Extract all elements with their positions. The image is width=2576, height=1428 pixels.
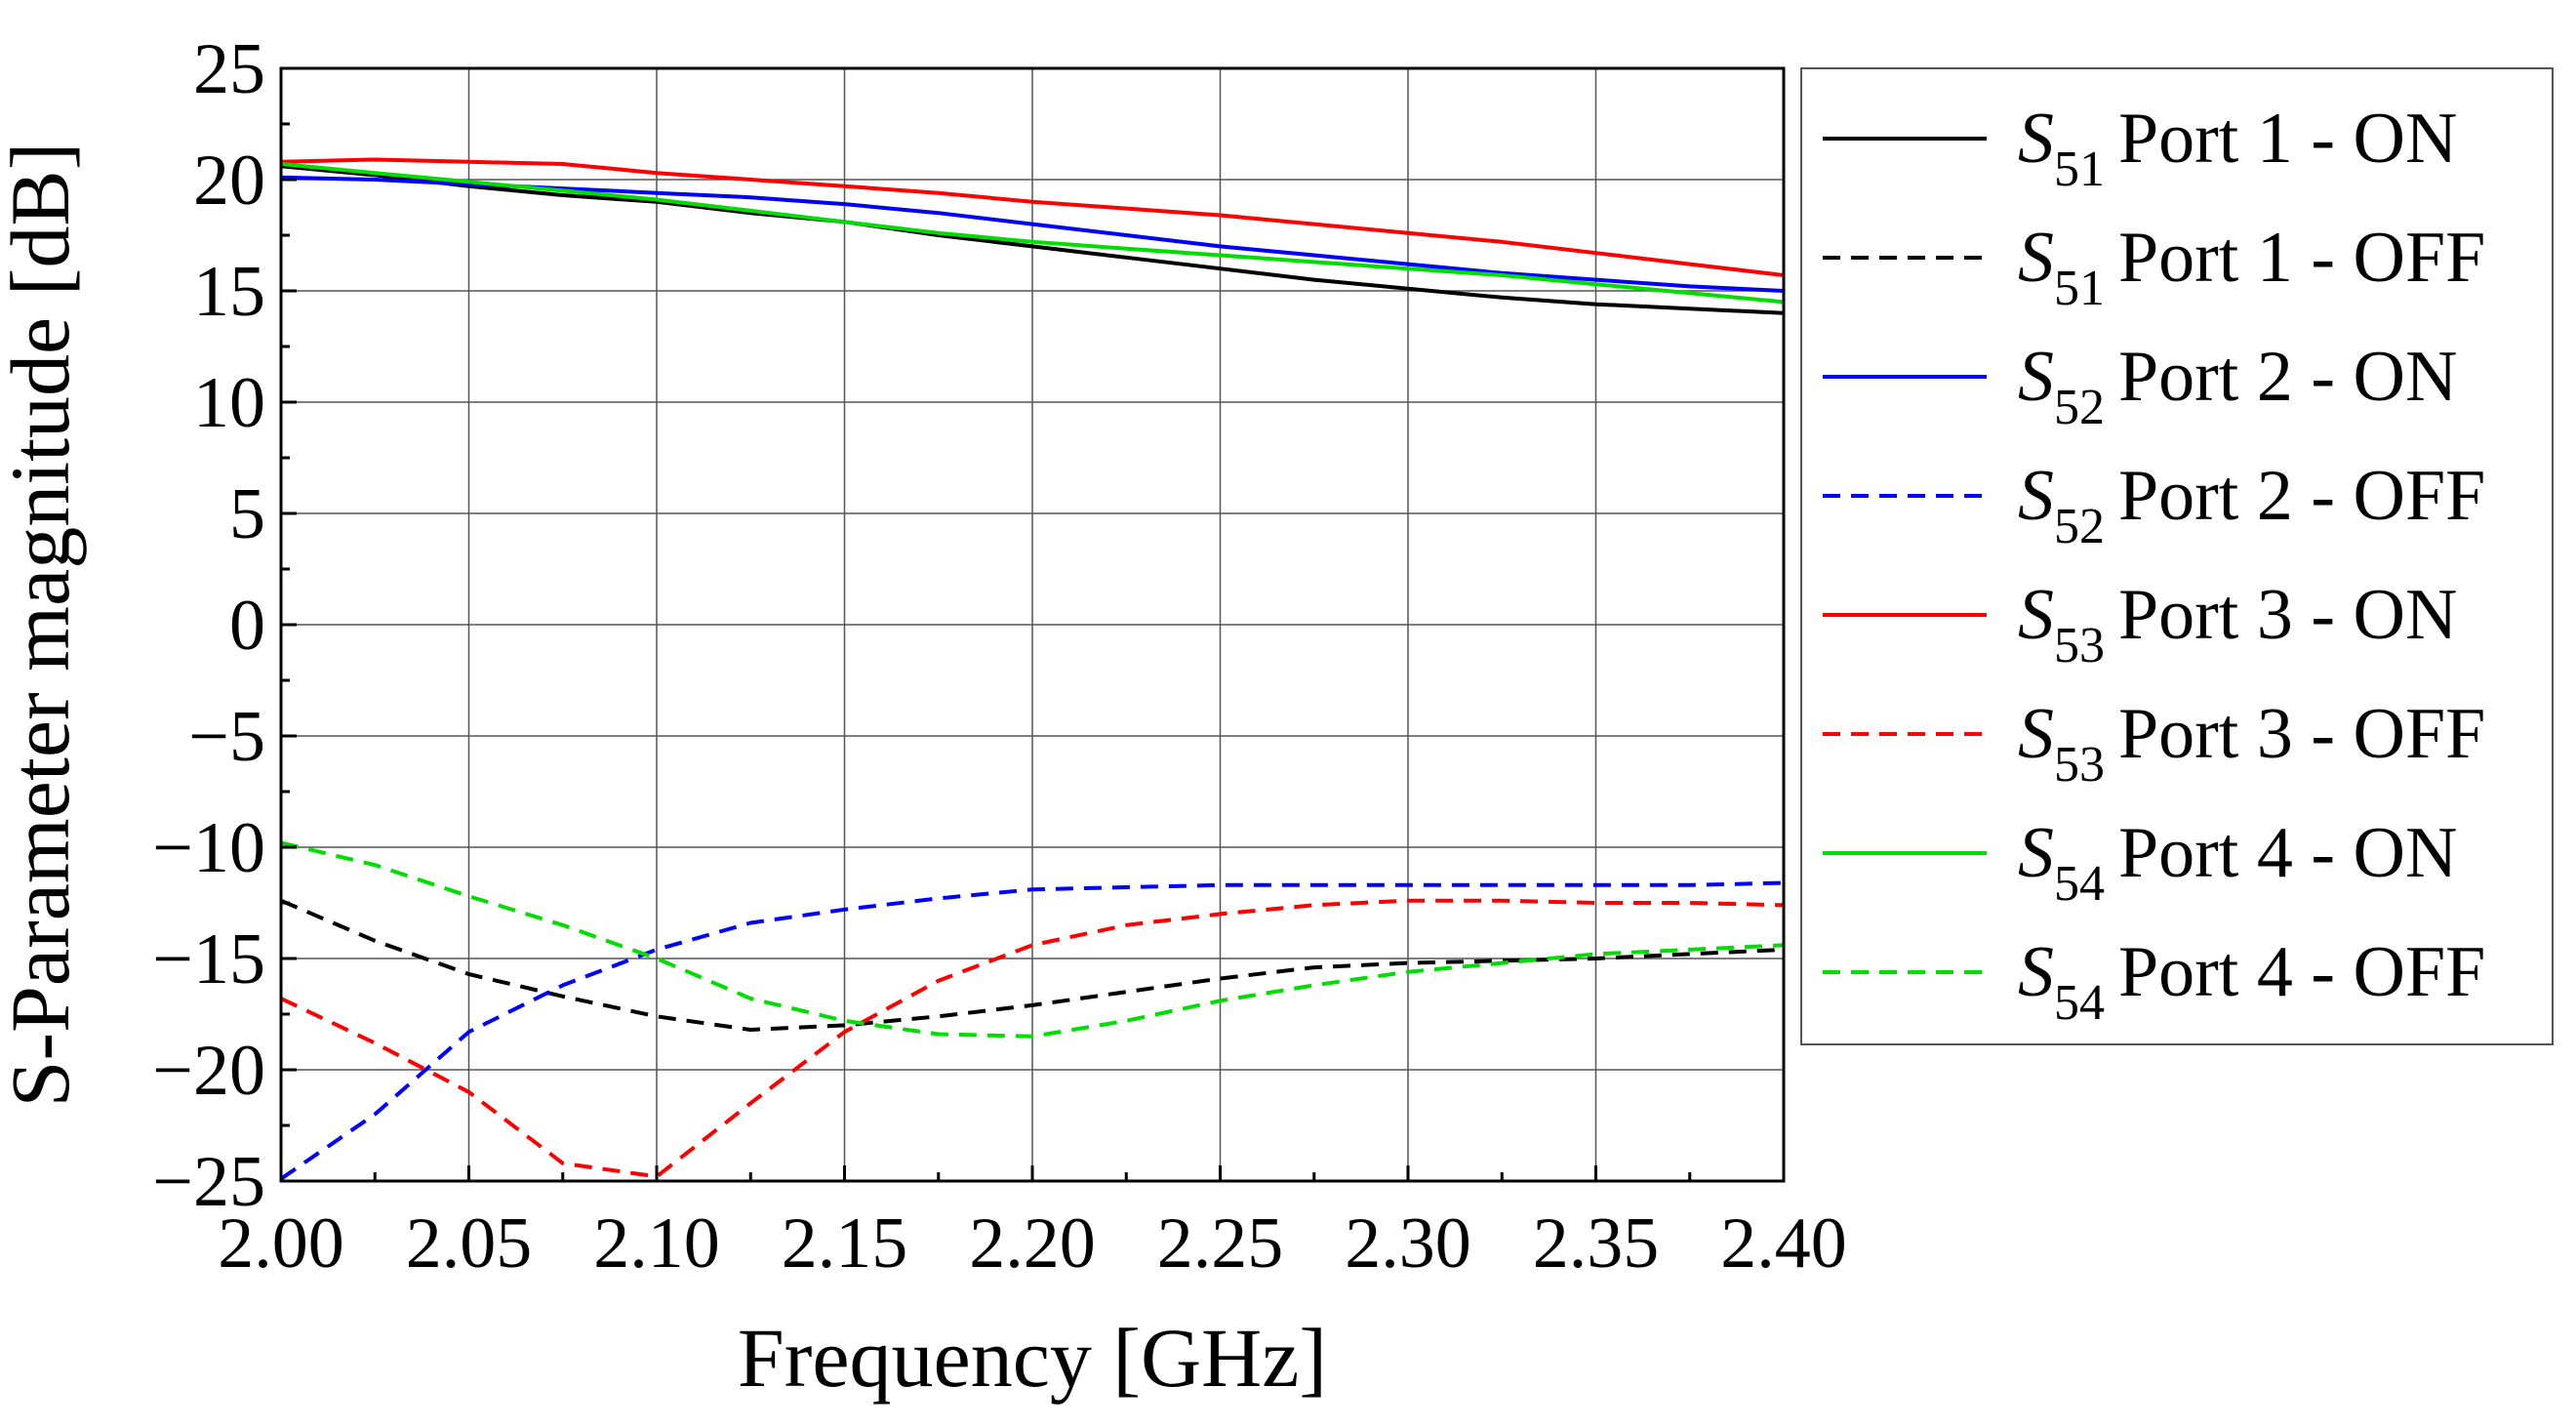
x-axis-title: Frequency [GHz] <box>738 1311 1327 1405</box>
legend-symbol: S <box>2018 813 2054 893</box>
series-line-53-off <box>281 898 1784 1179</box>
y-tick-label: 0 <box>229 586 265 666</box>
legend-subscript: 52 <box>2054 380 2105 435</box>
legend-subscript: 53 <box>2054 737 2105 793</box>
y-tick-label: 15 <box>193 252 265 332</box>
legend-subscript: 54 <box>2054 975 2105 1031</box>
series-line-54-on <box>281 162 1784 305</box>
y-tick-label: −10 <box>152 808 265 888</box>
y-tick-label: −15 <box>152 919 265 1000</box>
x-tick-label: 2.15 <box>782 1204 908 1284</box>
legend-name: Port 2 - OFF <box>2118 456 2485 536</box>
tick-labels: 2.00 2.05 2.10 2.15 2.20 2.25 2.30 2.35 2.40 25 20… <box>152 29 1846 1284</box>
ticks <box>279 66 1786 1183</box>
legend-subscript: 51 <box>2054 142 2105 197</box>
y-tick-label: 5 <box>229 474 265 554</box>
x-tick-label: 2.00 <box>218 1204 344 1284</box>
y-tick-label: 25 <box>193 29 265 109</box>
legend-name: Port 3 - ON <box>2118 575 2457 655</box>
legend-name: Port 3 - OFF <box>2118 694 2485 774</box>
legend-label: S51 Port 1 - OFF <box>2018 218 2485 316</box>
x-tick-label: 2.30 <box>1345 1204 1471 1284</box>
legend-box <box>1800 67 2554 1045</box>
legend-symbol: S <box>2018 99 2054 179</box>
series-line-53-on <box>281 157 1784 277</box>
legend-symbol: S <box>2018 218 2054 298</box>
series-group <box>281 157 1784 1181</box>
legend-label: S53 Port 3 - OFF <box>2018 694 2485 793</box>
legend-label: S54 Port 4 - ON <box>2018 813 2457 912</box>
x-tick-label: 2.05 <box>406 1204 533 1284</box>
legend-name: Port 4 - ON <box>2118 813 2457 893</box>
series-line-52-off <box>281 880 1784 1181</box>
x-tick-label: 2.35 <box>1533 1204 1660 1284</box>
x-tick-label: 2.10 <box>593 1204 720 1284</box>
legend-symbol: S <box>2018 932 2054 1012</box>
legend-subscript: 52 <box>2054 499 2105 554</box>
y-tick-label: 20 <box>193 141 265 221</box>
legend-symbol: S <box>2018 456 2054 536</box>
legend-label: S53 Port 3 - ON <box>2018 575 2457 673</box>
legend-symbol: S <box>2018 575 2054 655</box>
legend-label: S54 Port 4 - OFF <box>2018 932 2485 1031</box>
legend-subscript: 53 <box>2054 618 2105 673</box>
x-tick-label: 2.20 <box>969 1204 1096 1284</box>
legend-name: Port 1 - ON <box>2118 99 2457 179</box>
y-tick-label: 10 <box>193 363 265 443</box>
series-line-51-on <box>281 164 1784 315</box>
legend-symbol: S <box>2018 694 2054 774</box>
legend-label: S51 Port 1 - ON <box>2018 99 2457 197</box>
legend-name: Port 1 - OFF <box>2118 218 2485 298</box>
y-axis-title: S-Parameter magnitude [dB] <box>0 143 87 1108</box>
legend-symbol: S <box>2018 337 2054 417</box>
series-line-54-off <box>281 840 1784 1039</box>
legend-subscript: 51 <box>2054 261 2105 316</box>
legend-name: Port 2 - ON <box>2118 337 2457 417</box>
y-tick-label: −25 <box>152 1142 265 1222</box>
y-tick-label: −5 <box>188 697 265 777</box>
legend-subscript: 54 <box>2054 856 2105 912</box>
legend-name: Port 4 - OFF <box>2118 932 2485 1012</box>
grid <box>281 68 1784 1181</box>
legend-label: S52 Port 2 - ON <box>2018 337 2457 435</box>
x-tick-label: 2.25 <box>1157 1204 1284 1284</box>
x-tick-label: 2.40 <box>1720 1204 1847 1284</box>
y-tick-label: −20 <box>152 1031 265 1111</box>
legend-label: S52 Port 2 - OFF <box>2018 456 2485 554</box>
